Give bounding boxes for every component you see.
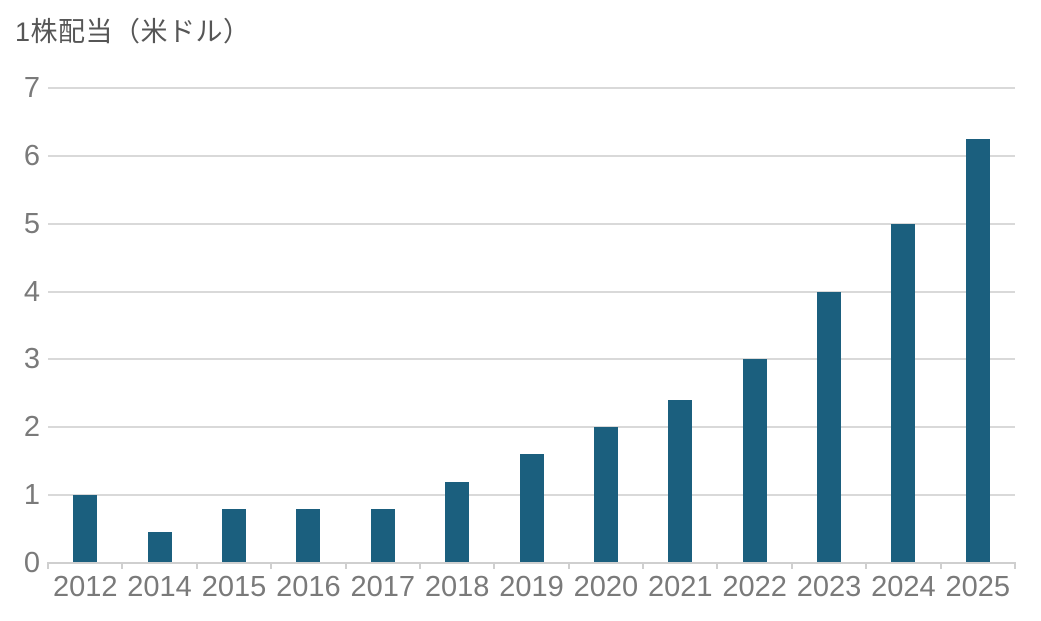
y-axis-label-7: 7 (23, 72, 40, 104)
x-axis-tick (642, 562, 645, 569)
bar-2022 (742, 359, 767, 563)
x-axis-label-2018: 2018 (424, 571, 490, 603)
bar-2017 (370, 508, 395, 563)
x-axis-label-2025: 2025 (945, 571, 1011, 603)
y-axis-label-6: 6 (23, 139, 40, 172)
x-axis-tick (939, 562, 942, 569)
bar-2012 (73, 495, 98, 563)
x-axis-label-2015: 2015 (201, 571, 267, 603)
x-axis-label-2017: 2017 (350, 571, 415, 603)
x-axis-tick (1014, 562, 1016, 569)
y-axis-label-2: 2 (23, 411, 40, 444)
x-axis-tick (567, 562, 570, 569)
chart-title: 1株配当（米ドル） (15, 17, 251, 47)
bar-2015 (221, 508, 246, 563)
x-axis-tick (493, 562, 496, 569)
bar-2023 (817, 291, 842, 563)
x-axis-line (48, 562, 1015, 564)
x-axis-tick (865, 562, 868, 569)
y-axis-label-1: 1 (23, 479, 40, 512)
x-axis-tick (121, 562, 124, 569)
x-axis-tick (195, 562, 198, 569)
x-axis-label-2020: 2020 (573, 571, 639, 603)
bar-2020 (593, 427, 618, 563)
y-axis-label-3: 3 (23, 343, 40, 376)
bar-2024 (891, 223, 916, 563)
x-axis-label-2022: 2022 (722, 571, 787, 603)
bar-2019 (519, 454, 544, 563)
x-axis-label-2014: 2014 (127, 571, 192, 603)
x-axis-label-2021: 2021 (648, 571, 713, 603)
gridline-y-3 (48, 358, 1015, 361)
gridline-y-4 (48, 290, 1015, 293)
x-axis-label-2012: 2012 (52, 571, 118, 603)
y-axis-label-0: 0 (23, 547, 40, 579)
gridline-y-6 (48, 154, 1015, 157)
x-axis-tick (418, 562, 421, 569)
x-axis-label-2016: 2016 (276, 571, 341, 603)
x-axis-tick (790, 562, 793, 569)
x-axis-label-2023: 2023 (796, 571, 862, 603)
bar-2021 (668, 400, 693, 563)
gridline-y-5 (48, 222, 1015, 225)
x-axis-tick (716, 562, 719, 569)
x-axis-tick (344, 562, 347, 569)
bar-2018 (445, 481, 470, 563)
y-axis-label-5: 5 (23, 207, 40, 240)
bar-2016 (296, 508, 321, 563)
bar-2025 (965, 138, 990, 563)
x-axis-label-2019: 2019 (499, 571, 564, 603)
gridline-y-2 (48, 426, 1015, 429)
bar-2014 (147, 532, 172, 563)
x-axis-tick (270, 562, 273, 569)
y-axis-label-4: 4 (23, 275, 40, 308)
x-axis-label-2024: 2024 (871, 571, 936, 603)
plot-area: 0 1 2 3 4 5 6 7 2012 2014 2015 2016 2017 2018 2019 2020… (24, 73, 1016, 603)
gridline-y-7 (48, 87, 1015, 89)
x-axis-tick (47, 562, 49, 569)
